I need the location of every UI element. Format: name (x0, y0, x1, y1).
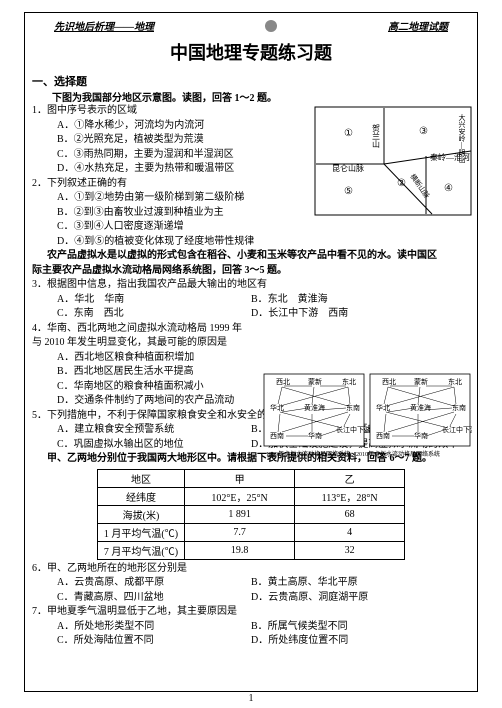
q3-d: D．长江中下游 西南 (251, 307, 470, 322)
intro2-a: 农产品虚拟水是以虚拟的形式包含在稻谷、小麦和玉米等农产品中看不见的水。读中国区 (32, 249, 470, 264)
q3-cd: C．东南 西北 D．长江中下游 西南 (32, 307, 470, 322)
q4-stem2: 与 2010 年发生明显变化，其最可能的原因是 (32, 336, 470, 351)
content-area: ① ③ ④ ⑤ ② 贺兰山 昆仑山脉 秦岭—淮河 大兴安岭—阴山 横断山脉 1．… (32, 104, 470, 649)
map-regions: ① ③ ④ ⑤ ② 贺兰山 昆仑山脉 秦岭—淮河 大兴安岭—阴山 横断山脉 (314, 106, 472, 216)
table-row: 7 月平均气温(℃)19.832 (97, 541, 404, 559)
q7-d: D．所处纬度位置不同 (251, 634, 470, 649)
map1-daxing: 大兴安岭—阴山 (458, 113, 466, 164)
map1-kunlun: 昆仑山脉 (332, 163, 364, 173)
q7-b: B．所属气候类型不同 (251, 620, 470, 635)
q3-ab: A．华北 华南 B．东北 黄淮海 (32, 293, 470, 308)
cell: 102°E，25°N (185, 487, 295, 505)
page-content: 先识地后析理——地理 高二地理试题 中国地理专题练习题 一、选择题 下图为我国部… (0, 0, 502, 661)
section-heading: 一、选择题 (32, 73, 470, 89)
q3-b: B．东北 黄淮海 (251, 293, 470, 308)
svg-text:长江中下游: 长江中下游 (442, 425, 472, 434)
svg-text:东南: 东南 (452, 403, 466, 412)
q3-c: C．东南 西北 (32, 307, 251, 322)
cell: 海拔(米) (97, 505, 184, 523)
svg-text:西北: 西北 (382, 378, 396, 386)
header-icon (265, 20, 277, 32)
net-1999: 西北 蒙新 东北 华北 黄淮海 东南 西南 华南 长江中下游 (264, 374, 371, 446)
intro-q1-2: 下图为我国部分地区示意图。读图，回答 1～2 题。 (32, 89, 470, 104)
cell: 7.7 (185, 523, 295, 541)
cell: 1 月平均气温(℃) (97, 523, 184, 541)
q6-d: D．云贵高原、洞庭湖平原 (251, 591, 470, 606)
cell: 113°E，28°N (295, 487, 405, 505)
q7-cd: C．所处海陆位置不同 D．所处纬度位置不同 (32, 634, 470, 649)
q2-c: C．③到④人口密度逐渐递增 (32, 220, 470, 235)
svg-text:华北: 华北 (376, 403, 390, 412)
map-network: 西北 蒙新 东北 华北 黄淮海 东南 西南 华南 长江中下游 (262, 372, 472, 460)
svg-text:华北: 华北 (270, 403, 284, 412)
q2-stem-text: 下列叙述正确的有 (47, 178, 127, 189)
header-right: 高二地理试题 (388, 18, 448, 33)
q1-stem-text: 图中序号表示的区域 (47, 105, 137, 116)
svg-text:黄淮海: 黄淮海 (410, 403, 431, 412)
q6-stem: 6．甲、乙两地所在的地形区分别是 (32, 562, 470, 577)
q6-b: B．黄土高原、华北平原 (251, 576, 470, 591)
q5-a: A．建立粮食安全预警系统 (32, 423, 251, 438)
map1-helan: 贺兰山 (372, 123, 381, 149)
map1-label-4: ④ (444, 183, 453, 194)
q4-stem1-text: 华南、西北两地之间虚拟水流动格局 1999 年 (47, 323, 242, 334)
net-2010: 西北 蒙新 东北 华北 黄淮海 东南 西南 华南 长江中下游 (370, 374, 472, 446)
svg-text:西北: 西北 (276, 378, 290, 386)
svg-text:西南: 西南 (376, 431, 390, 440)
intro2-b: 际主要农产品虚拟水流动格局网络系统图，回答 3～5 题。 (32, 264, 470, 279)
map1-label-5: ⑤ (344, 186, 353, 197)
cell: 经纬度 (97, 487, 184, 505)
q2-d: D．④到⑤的植被变化体现了经度地带性规律 (32, 235, 470, 250)
q5-c: C．巩固虚拟水输出区的地位 (32, 438, 251, 453)
th-0: 地区 (97, 469, 184, 487)
cell: 68 (295, 505, 405, 523)
svg-text:黄淮海: 黄淮海 (304, 403, 325, 412)
table-row: 经纬度102°E，25°N113°E，28°N (97, 487, 404, 505)
table-row: 1 月平均气温(℃)7.74 (97, 523, 404, 541)
q6-a: A．云贵高原、成都平原 (32, 576, 251, 591)
q7-c: C．所处海陆位置不同 (32, 634, 251, 649)
svg-text:西南: 西南 (270, 431, 284, 440)
q7-stem: 7．甲地夏季气温明显低于乙地，其主要原因是 (32, 605, 470, 620)
cell: 32 (295, 541, 405, 559)
svg-text:东北: 东北 (342, 377, 356, 386)
svg-text:蒙新: 蒙新 (414, 377, 428, 386)
svg-text:东南: 东南 (346, 403, 360, 412)
q4-stem1: 4．华南、西北两地之间虚拟水流动格局 1999 年 (32, 322, 470, 337)
cell: 4 (295, 523, 405, 541)
table-row: 地区 甲 乙 (97, 469, 404, 487)
q3-stem: 3．根据图中信息，指出我国农产品最大输出的地区有 (32, 278, 470, 293)
q4-a: A．西北地区粮食种植面积增加 (32, 351, 470, 366)
cell: 1 891 (185, 505, 295, 523)
th-2: 乙 (295, 469, 405, 487)
map1-label-2: ② (397, 178, 406, 189)
svg-text:蒙新: 蒙新 (308, 377, 322, 386)
data-table: 地区 甲 乙 经纬度102°E，25°N113°E，28°N 海拔(米)1 89… (97, 469, 405, 560)
table-row: 海拔(米)1 89168 (97, 505, 404, 523)
cell: 19.8 (185, 541, 295, 559)
header-left: 先识地后析理——地理 (54, 18, 154, 33)
page-number: 1 (0, 693, 502, 704)
map1-label-1: ① (344, 128, 353, 139)
map2-caption: 1999年虚拟水流动格局网络系统 2010年虚拟水流动格局网络系统 (266, 450, 440, 458)
q7-a: A．所处地形类型不同 (32, 620, 251, 635)
svg-text:华南: 华南 (414, 431, 428, 440)
q6-stem-text: 甲、乙两地所在的地形区分别是 (47, 563, 187, 574)
th-1: 甲 (185, 469, 295, 487)
q6-c: C．青藏高原、四川盆地 (32, 591, 251, 606)
svg-text:长江中下游: 长江中下游 (336, 425, 371, 434)
q5-stem-text: 下列措施中，不利于保障国家粮食安全和水安全的是 (47, 410, 277, 421)
q7-ab: A．所处地形类型不同 B．所属气候类型不同 (32, 620, 470, 635)
page-header: 先识地后析理——地理 高二地理试题 (32, 18, 470, 33)
q3-stem-text: 根据图中信息，指出我国农产品最大输出的地区有 (47, 279, 267, 290)
svg-text:东北: 东北 (448, 377, 462, 386)
cell: 7 月平均气温(℃) (97, 541, 184, 559)
map1-label-3: ③ (419, 126, 428, 137)
page-title: 中国地理专题练习题 (32, 39, 470, 65)
q7-stem-text: 甲地夏季气温明显低于乙地，其主要原因是 (47, 606, 237, 617)
q6-ab: A．云贵高原、成都平原 B．黄土高原、华北平原 (32, 576, 470, 591)
q6-cd: C．青藏高原、四川盆地 D．云贵高原、洞庭湖平原 (32, 591, 470, 606)
svg-text:华南: 华南 (308, 431, 322, 440)
q3-a: A．华北 华南 (32, 293, 251, 308)
